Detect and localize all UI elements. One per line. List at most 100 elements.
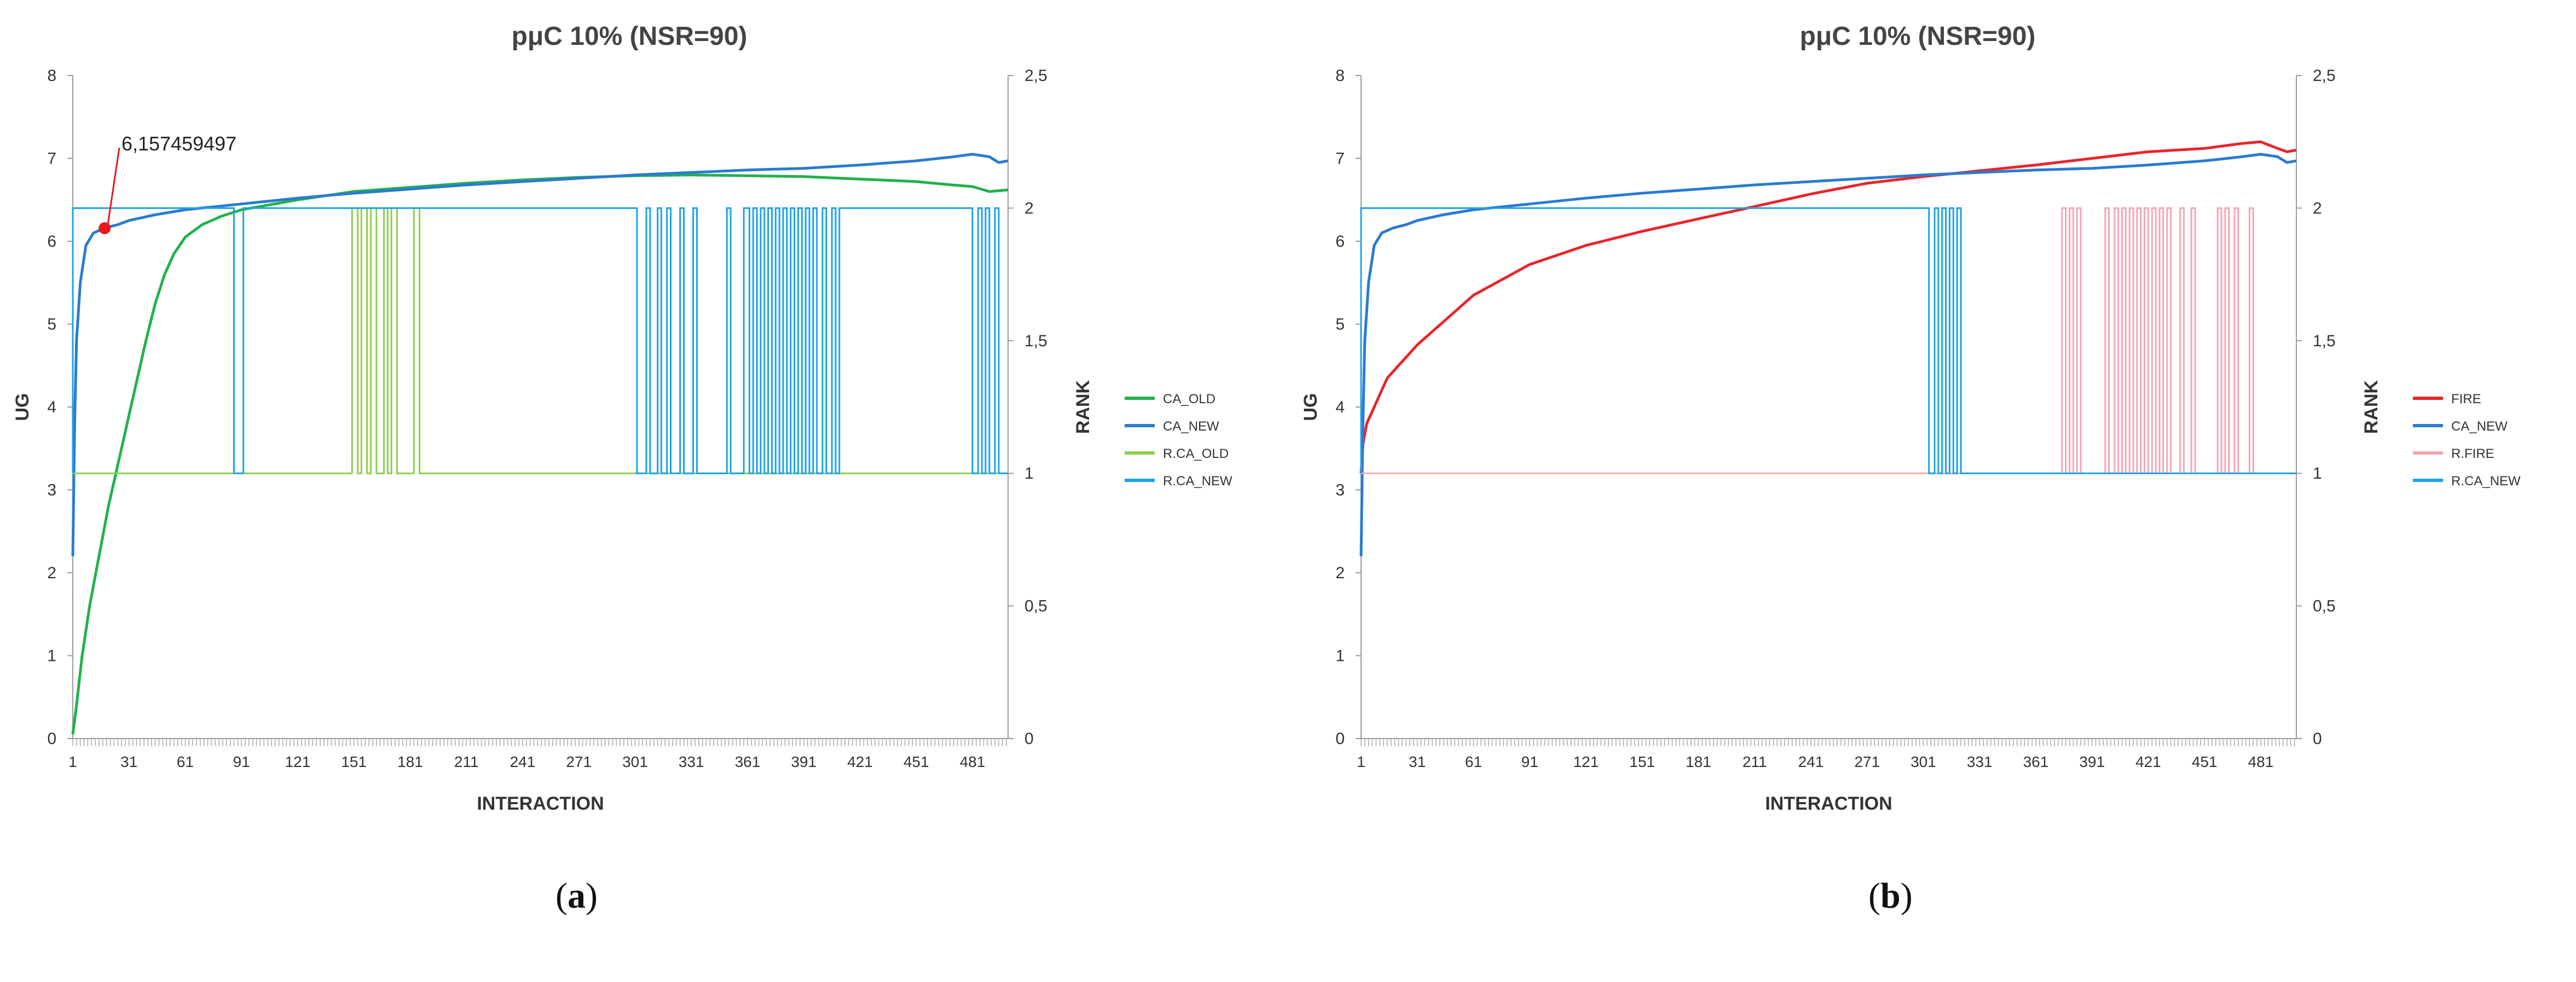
chart-panel-b: pμC 10% (NSR=90) 0 1 2 3 4 5 6 7 8 0 0,5 1 1,5 2 2,5 1 31… [1288,0,2576,982]
series-rank-r-fire [1361,207,2296,474]
x-axis-title: INTERACTION [1765,793,1892,814]
y-tick-label: 5 [1335,316,1345,334]
annotation-marker [99,222,111,235]
x-tick-label: 331 [679,753,704,770]
y2-axis-title: RANK [2361,380,2382,434]
legend-label: R.CA_NEW [1163,474,1232,489]
x-tick-label: 61 [1465,753,1482,770]
y2-axis-title: RANK [1073,380,1093,434]
legend-label: CA_NEW [1163,419,1219,434]
x-tick-label: 271 [1854,753,1880,770]
series-rank-r-ca-new [72,207,1008,474]
x-tick-label: 1 [68,753,77,770]
x-tick-label: 391 [791,753,817,770]
y-tick-label: 3 [1335,481,1345,499]
x-tick-label: 361 [2023,753,2049,770]
x-tick-label: 301 [622,753,648,770]
y2-tick-label: 2,5 [2313,67,2336,85]
series-line-ca-old [71,173,1009,735]
x-tick-label: 421 [2135,753,2161,770]
y-tick-label: 6 [1335,233,1345,251]
x-tick-label: 31 [120,753,137,770]
series-line-fire [1359,140,2297,474]
y2-tick-label: 1 [2313,464,2322,483]
y-axis-title: UG [1300,393,1321,421]
x-tick-label: 31 [1409,753,1426,770]
caption-letter: b [1880,876,1901,916]
y-tick-label: 4 [47,398,56,416]
legend-label: FIRE [2451,392,2481,406]
x-tick-label: 391 [2079,753,2105,770]
x-minor-ticks [72,739,1007,746]
y2-tick-label: 0 [2313,730,2322,748]
chart-panel-a: pμC 10% (NSR=90) 0 1 2 3 4 5 6 7 8 0 0,5 1 1,5 2 2,5 1 31… [12,22,1232,814]
x-tick-label: 181 [397,753,423,770]
y2-tick-label: 2,5 [1024,67,1047,85]
series-rank-r-ca-new [1360,207,2296,474]
caption-letter: a [567,876,586,916]
x-tick-label: 211 [1743,753,1767,770]
x-tick-label: 181 [1686,753,1711,770]
y-tick-label: 0 [1335,730,1345,748]
caption-paren: ) [1900,876,1913,916]
x-tick-label: 91 [233,753,250,770]
x-tick-label: 421 [847,753,873,770]
series-line-ca-new [71,153,1009,556]
y2-tick-label: 1 [1024,464,1034,483]
x-tick-label: 301 [1911,753,1936,770]
caption-paren: ( [555,876,568,916]
x-tick-label: 121 [1573,753,1599,770]
y2-tick-label: 0,5 [2313,597,2336,615]
y-tick-label: 7 [1335,150,1345,168]
legend-label: CA_OLD [1163,392,1215,406]
x-tick-label: 451 [2192,753,2218,770]
x-tick-label: 271 [566,753,592,770]
legend-label: R.CA_OLD [1163,446,1229,461]
x-tick-label: 1 [1357,753,1365,770]
y2-tick-label: 1,5 [1024,332,1047,350]
series-rank-r-ca-old [73,207,1008,474]
x-tick-label: 211 [454,753,479,770]
y2-tick-label: 0,5 [1024,597,1047,615]
y-tick-label: 6 [47,233,56,251]
x-tick-label: 451 [904,753,929,770]
x-tick-label: 61 [177,753,194,770]
x-tick-label: 331 [1967,753,1993,770]
legend-label: CA_NEW [2451,419,2508,434]
x-tick-label: 151 [341,753,367,770]
caption-paren: ) [585,876,598,916]
figure-caption-a: (a) [555,875,598,917]
y-tick-label: 8 [47,67,56,85]
series-line-ca-new [1359,153,2297,556]
x-tick-label: 151 [1629,753,1655,770]
figure-caption-b: (b) [1868,875,1913,917]
y-tick-label: 1 [47,647,56,665]
y-tick-label: 4 [1335,398,1345,416]
x-tick-label: 241 [510,753,536,770]
x-tick-label: 481 [2248,753,2274,770]
chart-title: pμC 10% (NSR=90) [1800,22,2036,51]
y2-tick-label: 2 [1024,199,1034,217]
y-axis-title: UG [12,393,33,421]
chart-title: pμC 10% (NSR=90) [512,22,748,51]
legend-label: R.FIRE [2451,446,2494,461]
annotation-leader [107,147,120,224]
y-tick-label: 3 [47,481,56,499]
legend-label: R.CA_NEW [2451,474,2521,489]
y2-tick-label: 2 [2313,199,2322,217]
y-tick-label: 2 [47,564,56,582]
y2-tick-label: 0 [1024,730,1034,748]
y-tick-label: 2 [1335,564,1345,582]
y-tick-label: 5 [47,316,56,334]
x-minor-ticks [1361,739,2295,746]
x-tick-label: 361 [735,753,761,770]
x-axis-title: INTERACTION [477,793,604,814]
caption-paren: ( [1868,876,1880,916]
x-tick-label: 91 [1521,753,1538,770]
y-tick-label: 0 [47,730,56,748]
x-tick-label: 481 [960,753,986,770]
y-tick-label: 1 [1335,647,1345,665]
y-tick-label: 8 [1335,67,1345,85]
